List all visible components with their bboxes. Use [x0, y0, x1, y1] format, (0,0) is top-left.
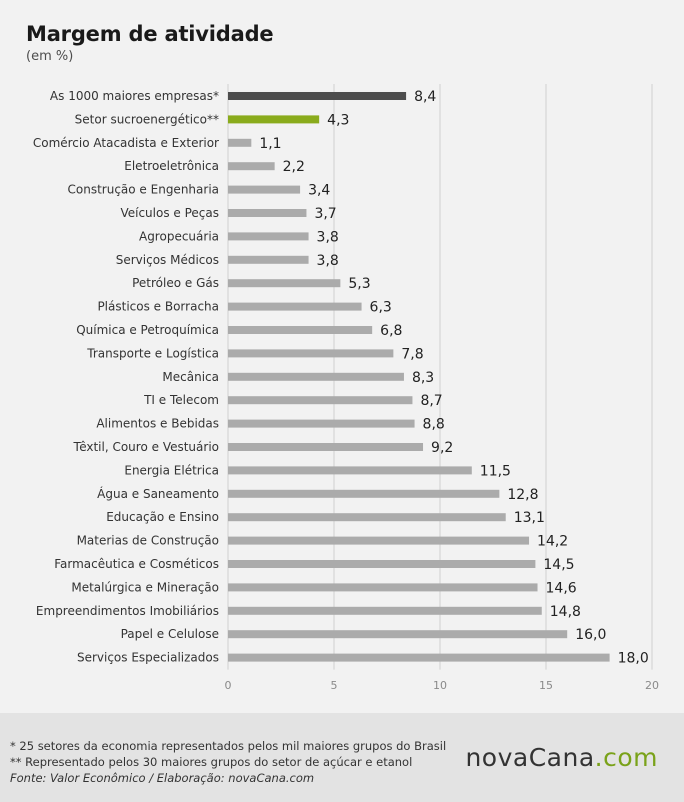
bar	[228, 396, 413, 405]
value-label: 4,3	[327, 112, 349, 128]
bar	[228, 209, 307, 217]
value-label: 14,2	[537, 534, 568, 550]
bar	[228, 606, 542, 615]
value-label: 3,7	[314, 206, 336, 222]
category-label: Materias de Construção	[77, 534, 219, 548]
bar	[228, 232, 309, 241]
value-label: 12,8	[507, 487, 538, 503]
bar-chart: 0 5 10 15 20 As 1000 maiores empresas* 8,4 Seto…	[33, 84, 659, 692]
value-label: 8,7	[420, 393, 442, 409]
value-label: 14,8	[550, 604, 581, 620]
x-tick-label: 5	[331, 679, 338, 692]
bar	[228, 653, 610, 662]
value-label: 2,2	[283, 159, 305, 175]
bar	[228, 560, 536, 568]
value-label: 8,4	[414, 89, 436, 105]
category-label: Setor sucroenergético**	[75, 112, 219, 126]
value-label: 6,8	[380, 323, 402, 339]
x-tick-label: 20	[645, 679, 659, 692]
value-label: 14,6	[546, 580, 577, 596]
footnotes: * 25 setores da economia representados p…	[10, 738, 446, 786]
category-label: Têxtil, Couro e Vestuário	[73, 440, 219, 454]
footnote-2: ** Representado pelos 30 maiores grupos …	[10, 755, 413, 769]
value-label: 14,5	[543, 557, 574, 573]
x-tick-label: 15	[539, 679, 553, 692]
x-tick-label: 10	[433, 679, 447, 692]
value-label: 16,0	[575, 627, 606, 643]
category-label: Mecânica	[162, 370, 219, 384]
category-label: TI e Telecom	[143, 393, 219, 407]
value-label: 3,8	[317, 229, 339, 245]
bar	[228, 138, 252, 147]
category-label: Farmacêutica e Cosméticos	[54, 557, 219, 571]
footer: * 25 setores da economia representados p…	[0, 713, 684, 802]
value-label: 1,1	[259, 136, 281, 152]
bar	[228, 419, 415, 428]
value-label: 3,8	[317, 253, 339, 269]
chart-title: Margem de atividade	[26, 22, 274, 46]
value-label: 3,4	[308, 183, 330, 199]
category-label: Serviços Especializados	[77, 651, 219, 665]
chart-header: Margem de atividade (em %)	[26, 22, 274, 64]
bar	[228, 372, 404, 381]
value-label: 13,1	[514, 510, 545, 526]
bar	[228, 536, 530, 545]
bar	[228, 630, 568, 639]
value-label: 9,2	[431, 440, 453, 456]
source-note: Fonte: Valor Econômico / Elaboração: nov…	[10, 771, 315, 785]
category-label: Eletroeletrônica	[124, 159, 219, 173]
category-label: Agropecuária	[139, 229, 219, 243]
category-label: Energia Elétrica	[124, 463, 219, 477]
bar	[228, 115, 320, 124]
category-label: Petróleo e Gás	[132, 276, 219, 290]
category-label: Transporte e Logística	[86, 346, 219, 360]
value-label: 6,3	[370, 300, 392, 316]
chart-subtitle: (em %)	[26, 49, 74, 64]
category-label: Construção e Engenharia	[68, 183, 220, 197]
bar	[228, 513, 506, 522]
value-label: 5,3	[348, 276, 370, 292]
category-label: Empreendimentos Imobiliários	[36, 604, 219, 618]
bar	[228, 279, 341, 288]
bar	[228, 255, 309, 264]
category-label: Plásticos e Borracha	[97, 300, 219, 314]
category-label: Química e Petroquímica	[76, 323, 219, 337]
x-tick-label: 0	[225, 679, 232, 692]
bar	[228, 583, 538, 592]
value-label: 18,0	[618, 651, 649, 667]
category-label: Veículos e Peças	[120, 206, 219, 220]
footnote-1: * 25 setores da economia representados p…	[10, 739, 447, 753]
bar	[228, 443, 424, 451]
bar	[228, 349, 394, 358]
bar	[228, 302, 362, 311]
bar	[228, 489, 500, 498]
logo-main-text: novaCana	[465, 743, 595, 772]
category-label: Papel e Celulose	[121, 627, 219, 641]
logo-accent-text: .com	[594, 743, 658, 772]
bar	[228, 162, 275, 171]
bar	[228, 92, 407, 100]
bar	[228, 326, 373, 334]
category-label: Educação e Ensino	[106, 510, 219, 524]
category-label: Água e Saneamento	[97, 486, 219, 501]
bar	[228, 185, 301, 194]
value-label: 8,3	[412, 370, 434, 386]
value-label: 7,8	[401, 346, 423, 362]
category-label: As 1000 maiores empresas*	[50, 89, 219, 103]
value-label: 11,5	[480, 463, 511, 479]
bar	[228, 466, 472, 475]
category-label: Comércio Atacadista e Exterior	[33, 136, 219, 150]
novacana-logo: novaCana.com	[465, 743, 658, 772]
category-label: Alimentos e Bebidas	[96, 417, 219, 431]
category-label: Serviços Médicos	[116, 253, 219, 267]
value-label: 8,8	[423, 417, 445, 433]
category-label: Metalúrgica e Mineração	[71, 580, 219, 594]
